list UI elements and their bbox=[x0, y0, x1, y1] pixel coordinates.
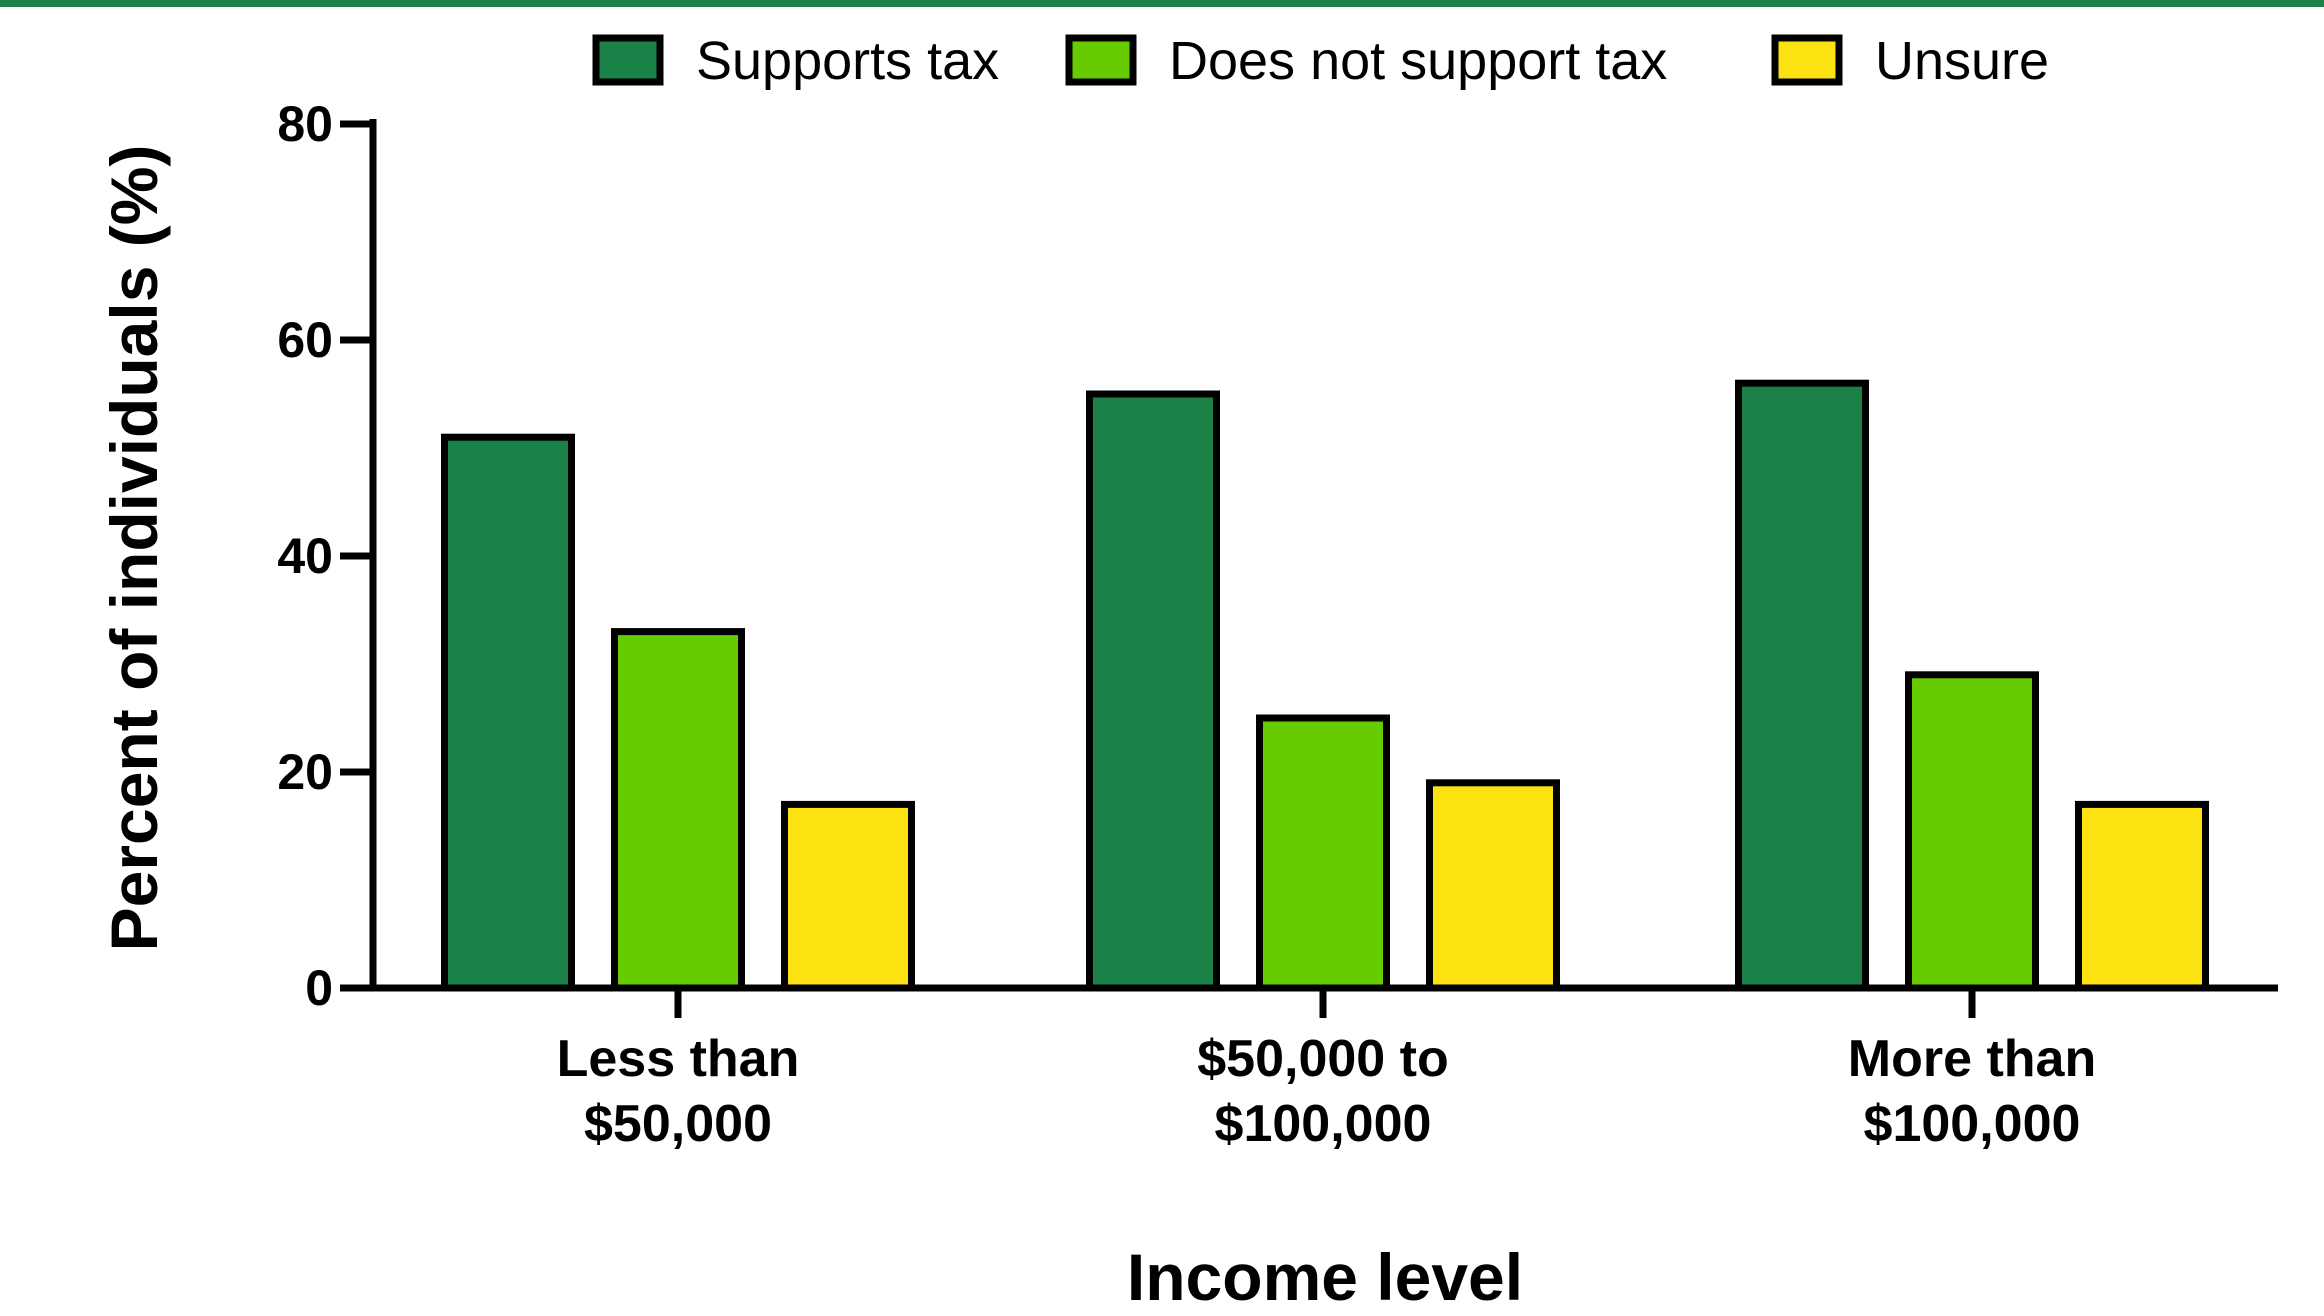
bar bbox=[1905, 671, 2039, 992]
y-axis-title: Percent of individuals (%) bbox=[97, 145, 171, 952]
y-ticks: 0 20 40 60 80 bbox=[277, 96, 373, 1016]
y-tick-label: 0 bbox=[305, 960, 333, 1016]
y-tick-label: 20 bbox=[277, 744, 333, 800]
bar bbox=[781, 800, 915, 992]
bar bbox=[1426, 779, 1560, 992]
x-axis-title: Income level bbox=[1127, 1240, 1523, 1314]
legend-label: Supports tax bbox=[696, 31, 999, 91]
legend-label: Does not support tax bbox=[1169, 31, 1667, 91]
legend-swatch bbox=[1771, 34, 1843, 86]
bar bbox=[1735, 379, 1869, 992]
y-tick-label: 80 bbox=[277, 96, 333, 152]
bar bbox=[611, 628, 745, 992]
x-tick-label: $50,000 bbox=[584, 1095, 772, 1153]
bar bbox=[2075, 800, 2209, 992]
x-tick-label: $100,000 bbox=[1215, 1095, 1432, 1153]
bar bbox=[441, 433, 575, 992]
y-tick-label: 40 bbox=[277, 528, 333, 584]
x-tick-label: Less than bbox=[557, 1030, 800, 1088]
x-tick-label: More than bbox=[1848, 1030, 2096, 1088]
x-tick-label: $50,000 to bbox=[1197, 1030, 1449, 1088]
legend-swatch bbox=[592, 34, 664, 86]
bars bbox=[441, 379, 2209, 992]
legend: Supports tax Does not support tax Unsure bbox=[592, 31, 2049, 91]
x-tick-labels: Less than $50,000 $50,000 to $100,000 More t… bbox=[557, 988, 2096, 1153]
legend-label: Unsure bbox=[1875, 31, 2049, 91]
legend-swatch bbox=[1065, 34, 1137, 86]
y-tick-label: 60 bbox=[277, 312, 333, 368]
bar bbox=[1256, 714, 1390, 992]
bar bbox=[1086, 390, 1220, 992]
x-tick-label: $100,000 bbox=[1864, 1095, 2081, 1153]
top-border bbox=[0, 0, 2324, 7]
